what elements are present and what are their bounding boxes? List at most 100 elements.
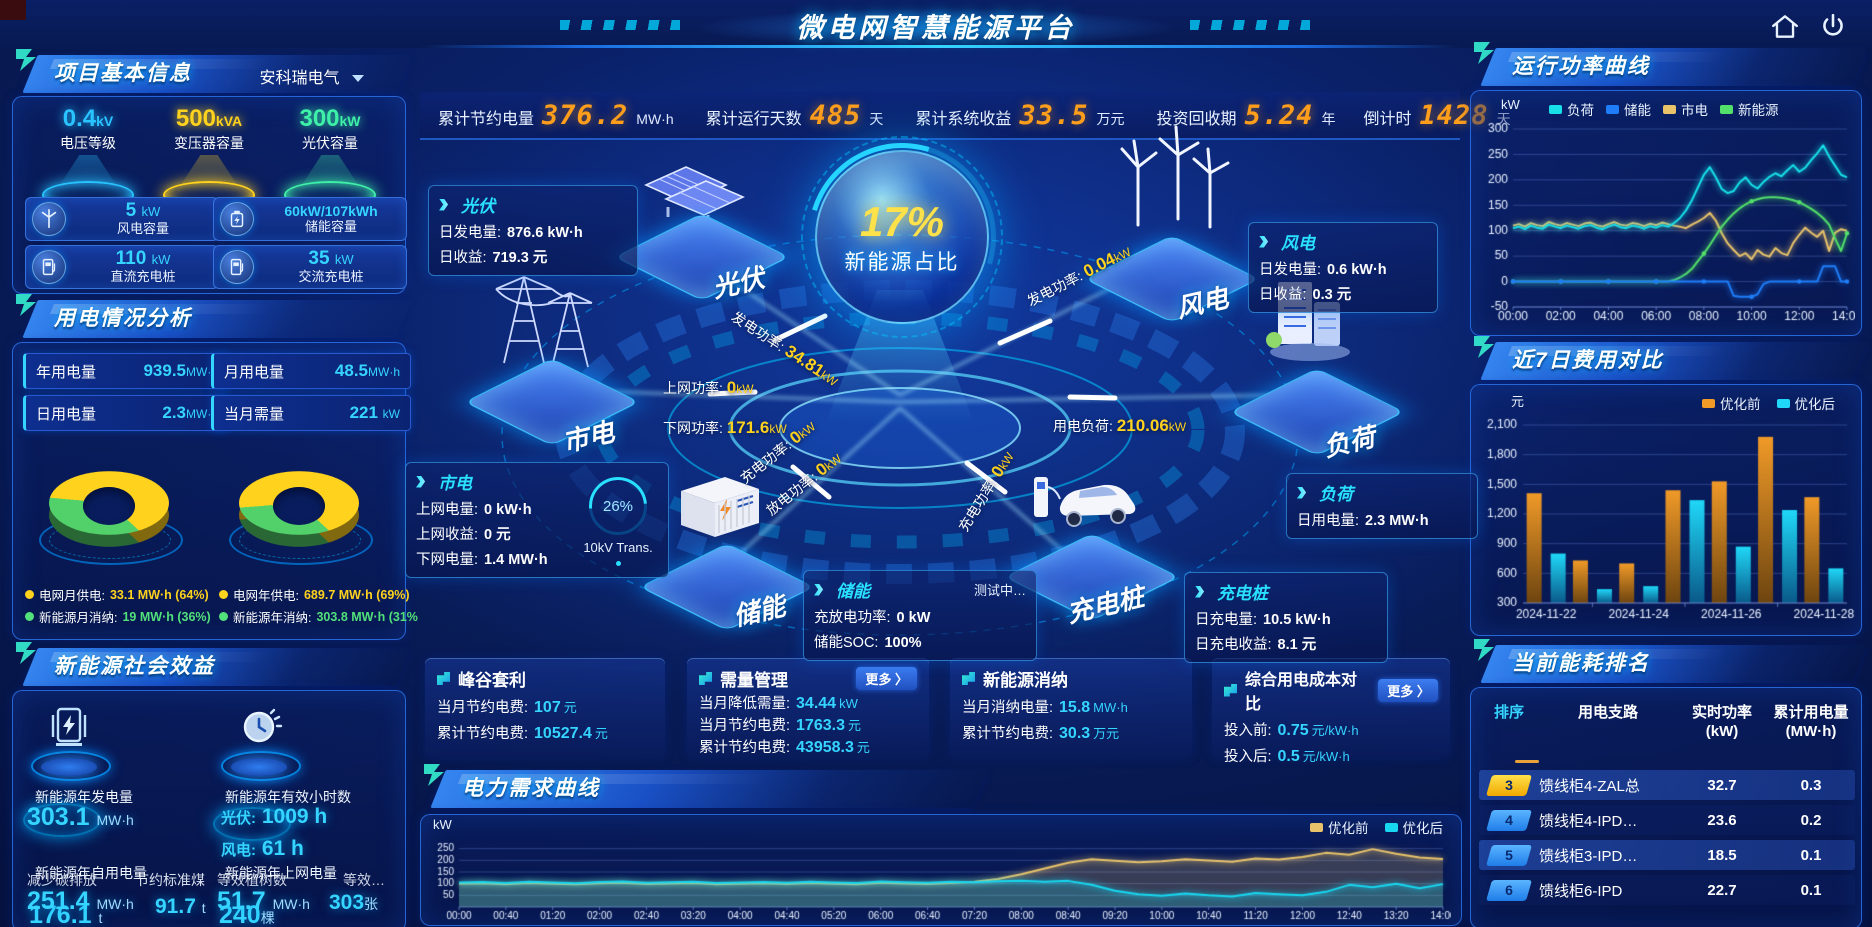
capacity-value: 60kW/107kWh	[284, 203, 378, 220]
panel-flag-icon	[1474, 639, 1494, 661]
power-icon[interactable]	[1818, 12, 1848, 42]
card-title-row: 新能源消纳	[962, 666, 1180, 691]
legend-item[interactable]: 优化前	[1702, 393, 1761, 413]
card-title-row: 负荷	[1297, 480, 1467, 505]
spotlight-label: 光伏容量	[302, 135, 358, 151]
power-curve-chart	[1477, 119, 1855, 329]
benefit-label-self-use: 新能源年自用电量	[35, 865, 147, 881]
light-cone-decor	[294, 155, 366, 197]
legend-item[interactable]: 新能源	[1720, 99, 1779, 119]
table-row[interactable]: 4 馈线柜4-IPD… 23.6 0.2	[1479, 805, 1855, 835]
legend-item[interactable]: 负荷	[1549, 99, 1594, 119]
card-row: 累计节约电费: 43958.3 元	[699, 739, 870, 756]
kpi-label: 累计系统收益	[915, 110, 1012, 128]
branch-cell: 馈线柜4-IPD…	[1539, 812, 1638, 830]
benefit-value-export: 51.7 MW·h	[217, 887, 310, 915]
legend-newenergy-year[interactable]: 新能源年消纳: 303.8 MW·h (31%	[219, 607, 418, 626]
energy-cell: 0.2	[1800, 811, 1822, 829]
legend-value: 33.1 MW·h (64%)	[109, 587, 209, 602]
legend-swatch	[1702, 398, 1715, 408]
legend-item[interactable]: 市电	[1663, 99, 1708, 119]
storage-info-card: 储能 测试中… 充放电功率: 0 kW 储能SOC: 100%	[803, 570, 1037, 661]
kpi-stats-bar: 累计节约电量 376.2 MW·h 累计运行天数 485 天 累计系统收益 33…	[420, 92, 1511, 140]
legend-swatch	[1776, 398, 1790, 408]
branch-cell: 馈线柜3-IPD…	[1539, 847, 1638, 865]
branch-cell: 馈线柜6-IPD	[1539, 882, 1623, 900]
kpi-value: 376.2	[542, 99, 629, 131]
rank-badge: 5	[1489, 845, 1529, 866]
rank-badge: 6	[1489, 880, 1529, 901]
legend-item[interactable]: 储能	[1606, 99, 1651, 119]
section-header-cost-compare: 近7日费用对比	[1470, 336, 1868, 380]
kpi-value: 33.5	[1019, 99, 1089, 131]
card-title-row: 需量管理 更多 〉	[699, 666, 917, 691]
usage-stat-day: 日用电量 2.3MW·h	[23, 395, 229, 431]
more-button[interactable]: 更多 〉	[1378, 678, 1438, 702]
social-benefits-panel: 新能源年发电量 303.1 MW·h 新能源年有效小时数 光伏: 1009 h …	[12, 690, 406, 927]
battery-icon	[220, 202, 254, 236]
light-cone-decor	[173, 155, 245, 197]
light-cone-decor	[52, 155, 124, 197]
stat-value: 2.3MW·h	[162, 403, 218, 422]
card-title: 峰谷套利	[458, 671, 526, 690]
benefit-value-co2: 176.1 t	[29, 901, 103, 927]
legend-label: 新能源月消纳:	[39, 611, 118, 625]
load-info-card: 负荷 日用电量: 2.3 MW·h	[1286, 473, 1478, 539]
cost-compare-panel: 元 优化前 优化后	[1470, 384, 1862, 636]
legend-value: 19 MW·h (36%)	[122, 609, 211, 624]
capacity-card-storage: 60kW/107kWh 储能容量	[213, 197, 407, 241]
home-icon[interactable]	[1770, 12, 1800, 42]
benefit-value-generation: 303.1 MW·h	[27, 803, 134, 831]
card-newenergy-consumption: 新能源消纳 当月消纳电量: 15.8 MW·h 累计节约电费: 30.3 万元	[950, 658, 1192, 758]
legend-item[interactable]: 优化后	[1384, 817, 1444, 837]
table-row[interactable]: 3 馈线柜4-ZAL总 32.7 0.3	[1479, 770, 1855, 800]
table-row[interactable]: 6 馈线柜6-IPD 22.7 0.1	[1479, 875, 1855, 905]
flow-comet-decor	[707, 313, 1118, 500]
energy-cell: 0.3	[1800, 776, 1822, 794]
energy-cell: 0.1	[1800, 881, 1822, 899]
section-header-usage-analysis: 用电情况分析	[12, 294, 412, 338]
section-header-project-info: 项目基本信息 安科瑞电气	[12, 49, 412, 93]
dc-charger-icon	[32, 250, 66, 284]
kpi-label: 累计节约电量	[438, 110, 535, 128]
legend-item[interactable]: 优化前	[1310, 817, 1369, 837]
benefit-label-trees: 等效植树数	[217, 872, 287, 888]
legend-label: 新能源年消纳:	[233, 611, 312, 625]
benefit-value-wind-hours: 风电: 61 h	[221, 837, 304, 860]
rank-badge: 3	[1489, 775, 1529, 796]
kpi-unit: 万元	[1096, 110, 1125, 127]
card-title: 市电	[438, 474, 472, 493]
hours-pedestal	[219, 703, 301, 781]
table-row[interactable]: 5 馈线柜3-IPD… 18.5 0.1	[1479, 840, 1855, 870]
legend-newenergy-month[interactable]: 新能源月消纳: 19 MW·h (36%)	[25, 607, 211, 626]
benefit-value-coal: 91.7 t	[155, 895, 206, 918]
card-row: 累计节约电费: 10527.4 元	[437, 725, 608, 742]
legend-swatch	[1384, 822, 1398, 832]
panel-glyph-icon	[962, 672, 975, 685]
chevron-icon	[1297, 486, 1307, 499]
card-row: 日充电收益: 8.1 元	[1195, 637, 1317, 653]
card-title-row: 风电	[1259, 229, 1427, 254]
card-row: 日收益: 719.3 元	[439, 250, 548, 266]
spotlight-label: 变压器容量	[174, 135, 244, 151]
capacity-card-wind: 5 kW 风电容量	[25, 197, 219, 241]
benefit-label-coal: 节约标准煤	[135, 872, 205, 888]
legend-item[interactable]: 优化后	[1776, 393, 1835, 413]
benefit-label-hours: 新能源年有效小时数	[225, 789, 351, 805]
card-row: 储能SOC: 100%	[814, 635, 922, 651]
capacity-card-dc-charger: 110 kW 直流充电桩	[25, 245, 219, 289]
legend-value: 689.7 MW·h (69%)	[303, 587, 410, 602]
y-axis-unit: kW	[433, 817, 452, 832]
card-title-row: 充电桩	[1195, 579, 1377, 604]
legend-grid-month[interactable]: 电网月供电: 33.1 MW·h (64%)	[25, 585, 209, 604]
company-dropdown[interactable]: 安科瑞电气	[260, 64, 364, 88]
legend-label: 负荷	[1567, 103, 1594, 118]
more-button[interactable]: 更多 〉	[856, 667, 917, 690]
legend-label: 优化后	[1402, 821, 1444, 836]
capacity-value: 5 kW	[125, 200, 161, 222]
branch-cell: 馈线柜4-ZAL总	[1539, 777, 1640, 795]
legend-value: 303.8 MW·h (31%	[316, 609, 418, 624]
capacity-label: 储能容量	[304, 218, 357, 234]
legend-grid-year[interactable]: 电网年供电: 689.7 MW·h (69%)	[219, 585, 410, 604]
col-header-rank: 排序	[1493, 704, 1524, 721]
